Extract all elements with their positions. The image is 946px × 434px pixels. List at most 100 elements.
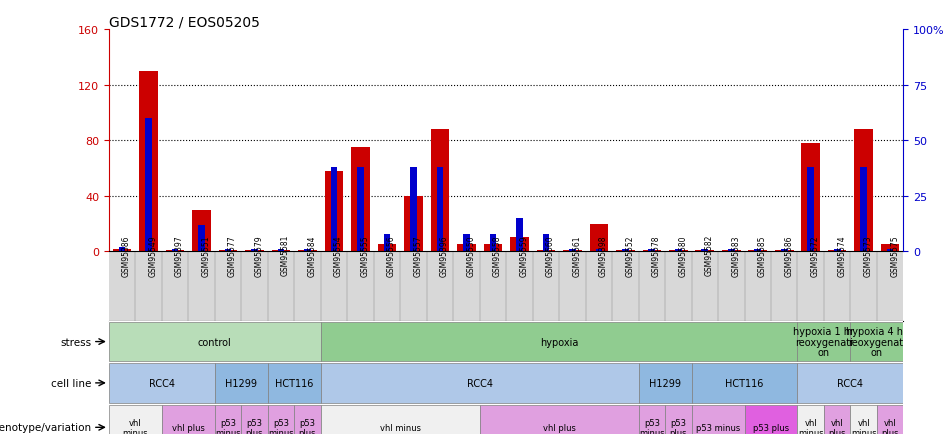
Bar xyxy=(748,250,767,252)
Bar xyxy=(215,404,241,434)
Bar xyxy=(828,250,847,252)
Text: GSM95558: GSM95558 xyxy=(493,234,502,276)
Bar xyxy=(192,210,211,252)
Bar xyxy=(109,404,162,434)
Text: HCT116: HCT116 xyxy=(275,378,313,388)
Text: p53
minus: p53 minus xyxy=(215,418,241,434)
Bar xyxy=(480,404,639,434)
Text: p53 minus: p53 minus xyxy=(696,423,740,432)
Bar xyxy=(755,250,761,252)
Text: hypoxia 1 hr
reoxygenati
on: hypoxia 1 hr reoxygenati on xyxy=(794,326,854,358)
Text: cell line: cell line xyxy=(51,378,92,388)
Bar xyxy=(834,250,840,252)
Text: GSM95584: GSM95584 xyxy=(307,234,317,276)
Bar xyxy=(860,168,867,252)
Bar xyxy=(745,404,797,434)
Bar xyxy=(241,404,268,434)
Text: GSM95559: GSM95559 xyxy=(519,234,529,276)
Bar xyxy=(569,250,575,252)
Bar xyxy=(692,363,797,403)
Text: p53
plus: p53 plus xyxy=(246,418,263,434)
Text: H1299: H1299 xyxy=(225,378,257,388)
Bar xyxy=(457,245,476,252)
Text: vhl plus: vhl plus xyxy=(172,423,204,432)
Bar xyxy=(517,219,522,252)
Bar xyxy=(298,250,317,252)
Bar xyxy=(596,250,602,252)
Text: RCC4: RCC4 xyxy=(837,378,864,388)
Text: GSM95398: GSM95398 xyxy=(599,234,608,276)
Text: vhl
minus: vhl minus xyxy=(850,418,877,434)
Text: vhl
minus: vhl minus xyxy=(797,418,824,434)
Bar xyxy=(321,363,639,403)
Bar xyxy=(881,245,900,252)
Bar xyxy=(410,168,416,252)
Bar xyxy=(801,144,820,252)
Bar xyxy=(722,250,741,252)
Bar xyxy=(642,250,661,252)
Bar xyxy=(252,250,257,252)
Bar xyxy=(887,250,893,252)
Text: GSM95585: GSM95585 xyxy=(758,234,767,276)
Bar xyxy=(139,72,158,252)
Bar xyxy=(616,250,635,252)
Text: H1299: H1299 xyxy=(649,378,681,388)
Text: GSM95581: GSM95581 xyxy=(281,234,290,276)
Text: vhl
plus: vhl plus xyxy=(882,418,899,434)
Text: p53
minus: p53 minus xyxy=(268,418,294,434)
Bar xyxy=(331,168,338,252)
Bar xyxy=(224,250,231,252)
Bar xyxy=(436,168,443,252)
Bar xyxy=(219,250,237,252)
Bar xyxy=(850,404,877,434)
Text: GSM95555: GSM95555 xyxy=(360,234,370,276)
Bar xyxy=(109,322,321,362)
Bar xyxy=(268,363,321,403)
Text: HCT116: HCT116 xyxy=(726,378,763,388)
Text: GSM95575: GSM95575 xyxy=(890,234,900,276)
Bar xyxy=(321,404,480,434)
Text: GDS1772 / EOS05205: GDS1772 / EOS05205 xyxy=(109,15,259,29)
Bar xyxy=(563,250,582,252)
Bar xyxy=(268,404,294,434)
Bar xyxy=(824,404,850,434)
Bar xyxy=(536,250,555,252)
Bar xyxy=(199,225,204,252)
Text: GSM95572: GSM95572 xyxy=(811,234,820,276)
Bar xyxy=(245,250,264,252)
Bar xyxy=(510,238,529,252)
Bar xyxy=(797,363,903,403)
Text: GSM95556: GSM95556 xyxy=(387,234,396,276)
Text: GSM95577: GSM95577 xyxy=(228,234,237,276)
Bar xyxy=(639,404,665,434)
Text: GSM95578: GSM95578 xyxy=(652,234,661,276)
Text: GSM95386: GSM95386 xyxy=(122,234,131,276)
Bar xyxy=(728,250,734,252)
Bar xyxy=(775,250,794,252)
Bar xyxy=(166,250,184,252)
Bar xyxy=(622,250,628,252)
Text: GSM95586: GSM95586 xyxy=(784,234,794,276)
Text: hypoxia: hypoxia xyxy=(540,337,578,347)
Bar xyxy=(278,250,285,252)
Bar xyxy=(781,250,787,252)
Text: GSM95549: GSM95549 xyxy=(149,234,158,276)
Text: vhl
minus: vhl minus xyxy=(122,418,149,434)
Bar xyxy=(490,234,496,252)
Bar xyxy=(674,250,681,252)
Bar xyxy=(384,234,391,252)
Bar xyxy=(463,234,469,252)
Bar xyxy=(665,404,692,434)
Text: RCC4: RCC4 xyxy=(466,378,493,388)
Bar xyxy=(797,322,850,362)
Bar xyxy=(854,130,873,252)
Text: control: control xyxy=(198,337,232,347)
Bar xyxy=(807,168,814,252)
Bar xyxy=(162,404,215,434)
Bar xyxy=(109,363,215,403)
Text: GSM95396: GSM95396 xyxy=(440,234,449,276)
Text: GSM95583: GSM95583 xyxy=(731,234,741,276)
Bar xyxy=(113,249,131,252)
Bar xyxy=(119,247,125,252)
Text: RCC4: RCC4 xyxy=(149,378,175,388)
